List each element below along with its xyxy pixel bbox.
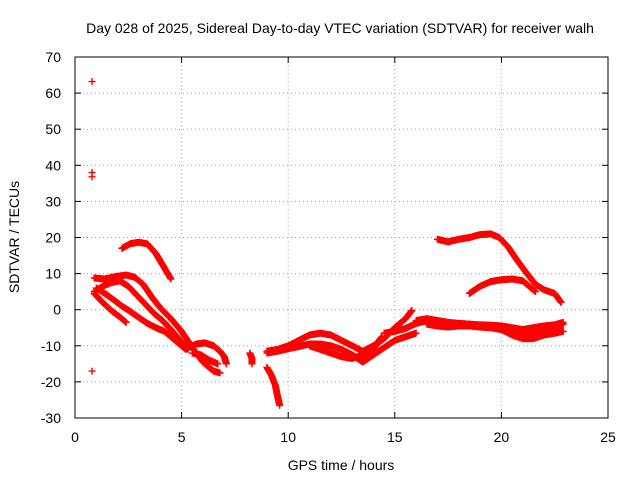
y-tick-label: 30 [45, 193, 61, 209]
data-point [248, 360, 256, 368]
y-tick-label: 60 [45, 85, 61, 101]
x-tick-label: 25 [600, 429, 616, 445]
y-tick-label: -10 [41, 338, 61, 354]
data-points [88, 78, 567, 409]
y-tick-label: 50 [45, 121, 61, 137]
y-axis-label: SDTVAR / TECUs [6, 181, 22, 293]
x-tick-label: 15 [387, 429, 403, 445]
data-point [276, 401, 284, 409]
x-axis-label: GPS time / hours [288, 457, 395, 473]
data-point [408, 306, 416, 314]
y-tick-label: 0 [53, 302, 61, 318]
chart-title: Day 028 of 2025, Sidereal Day-to-day VTE… [86, 20, 594, 36]
y-tick-label: 20 [45, 230, 61, 246]
data-point [167, 275, 175, 283]
data-point [214, 360, 222, 368]
x-tick-label: 0 [71, 429, 79, 445]
data-point [378, 333, 386, 341]
y-tick-label: -30 [41, 410, 61, 426]
y-tick-label: 40 [45, 157, 61, 173]
outlier-point [88, 78, 96, 86]
y-tick-label: -20 [41, 374, 61, 390]
x-tick-label: 5 [178, 429, 186, 445]
y-tick-label: 70 [45, 49, 61, 65]
data-point [559, 327, 567, 335]
data-point [412, 329, 420, 337]
x-tick-label: 20 [494, 429, 510, 445]
chart-axes: 0 5 10 15 20 25 -30 -20 -10 0 10 20 30 40 50 60 70 [41, 49, 616, 445]
data-point [222, 360, 230, 368]
y-tick-label: 10 [45, 266, 61, 282]
outlier-point [88, 173, 96, 181]
data-point [557, 298, 565, 306]
data-point [532, 288, 540, 296]
x-tick-label: 10 [280, 429, 296, 445]
data-point [559, 318, 567, 326]
data-point [122, 318, 130, 326]
data-point [216, 369, 224, 377]
outlier-point [88, 367, 96, 375]
